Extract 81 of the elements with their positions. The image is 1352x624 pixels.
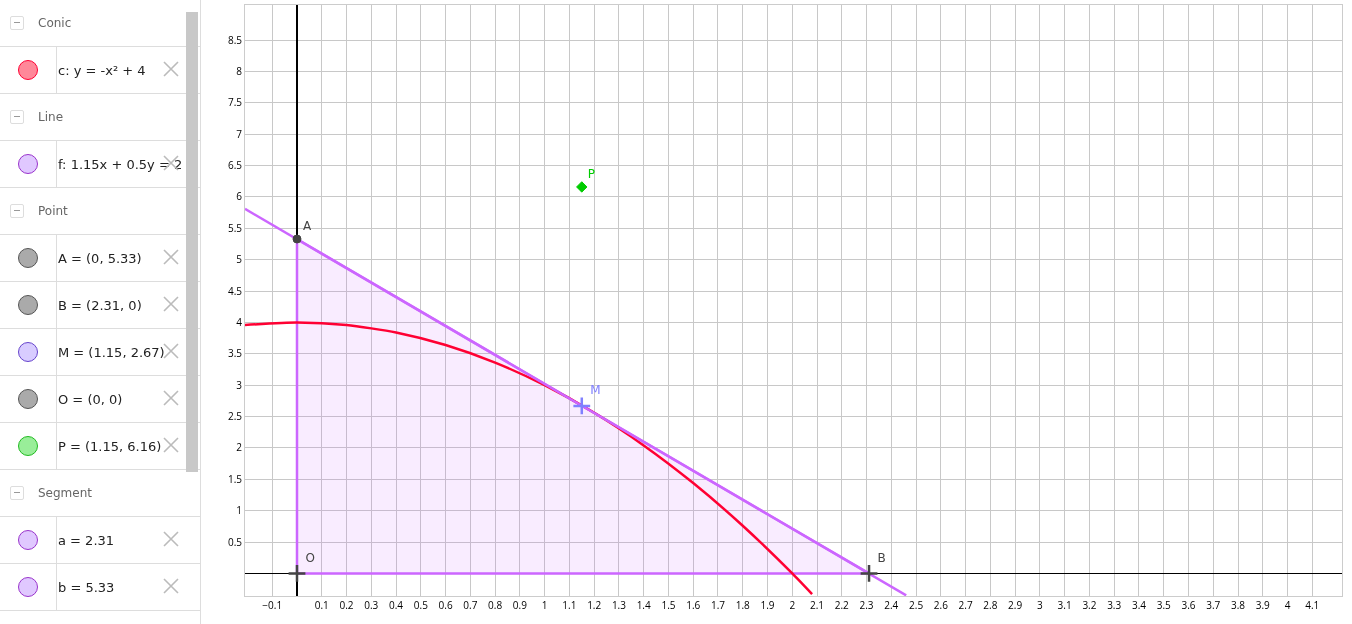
x-tick-label: 3.7 <box>1206 598 1221 612</box>
text: a = 2.31 <box>58 532 115 548</box>
series-label: M <box>590 383 601 398</box>
x-tick-label: 2.5 <box>909 598 924 612</box>
y-tick-label: 1.5 <box>227 471 243 486</box>
text: c: y = -x² + 4 <box>58 62 146 78</box>
x-tick-label: 2.9 <box>1008 598 1023 612</box>
x-tick-label: 0.2 <box>339 598 354 612</box>
x-tick-label: 3.5 <box>1156 598 1172 612</box>
x-tick-label: 3.8 <box>1230 598 1246 612</box>
y-tick-label: 1 <box>236 503 242 518</box>
y-tick-label: 2 <box>236 440 243 455</box>
series-label: A <box>303 219 312 234</box>
series-label: B <box>877 550 886 565</box>
x-tick-label: 2.8 <box>983 598 998 612</box>
y-tick-label: 5 <box>236 252 243 267</box>
point <box>572 396 592 416</box>
x-tick-label: 3.1 <box>1057 598 1072 612</box>
x-tick-label: 2.4 <box>884 598 899 612</box>
x-tick-label: 1.9 <box>760 598 775 612</box>
text: b = 5.33 <box>58 579 115 595</box>
x-tick-label: 4.1 <box>1305 598 1320 612</box>
x-tick-label: 1.1 <box>562 598 577 612</box>
x-tick-label: 0.3 <box>364 598 379 612</box>
x-tick-label: 1.6 <box>686 598 701 612</box>
text: B = (2.31, 0) <box>58 297 142 313</box>
text: P = (1.15, 6.16) <box>58 438 162 454</box>
x-tick-label: 0.6 <box>438 598 453 612</box>
y-tick-label: 8 <box>236 64 243 78</box>
x-tick-label: 2 <box>789 598 796 612</box>
x-tick-label: 1 <box>541 598 548 612</box>
x-tick-label: 2.1 <box>809 598 825 612</box>
x-tick-label: 3.2 <box>1082 598 1097 612</box>
point <box>292 234 302 244</box>
y-tick-label: 3.5 <box>227 346 243 361</box>
x-tick-label: 0.1 <box>314 598 329 612</box>
series-label: O <box>305 550 315 565</box>
x-tick-label: 2.7 <box>958 598 973 612</box>
text: Point <box>38 204 68 218</box>
y-tick-label: 4 <box>236 314 243 329</box>
x-tick-label: 3.6 <box>1181 598 1196 612</box>
y-tick-label: 8.5 <box>227 32 243 47</box>
point <box>287 563 307 584</box>
x-tick-label: 1.5 <box>661 598 676 612</box>
y-tick-label: 7 <box>236 126 243 141</box>
series-label: P <box>587 166 596 181</box>
y-tick-label: 6 <box>236 189 243 204</box>
x-tick-label: 0.9 <box>512 598 528 612</box>
text: M = (1.15, 2.67) <box>58 344 165 360</box>
y-tick-label: 6.5 <box>227 158 243 173</box>
x-tick-label: 1.4 <box>636 598 651 612</box>
x-tick-label: 1.2 <box>587 598 602 612</box>
text: Line <box>38 110 64 124</box>
x-tick-label: 0.7 <box>463 598 478 612</box>
x-tick-label: 0.4 <box>389 598 404 612</box>
text: O = (0, 0) <box>58 391 123 407</box>
x-tick-label: 1.7 <box>710 598 726 612</box>
y-tick-label: 2.5 <box>227 409 243 424</box>
x-tick-label: 3.4 <box>1131 598 1147 612</box>
text: Conic <box>38 16 72 30</box>
x-tick-label: 2.6 <box>933 598 949 612</box>
y-tick-label: 4.5 <box>227 283 243 298</box>
x-tick-label: 3.9 <box>1255 598 1271 612</box>
x-tick-label: 2.3 <box>859 598 874 612</box>
x-tick-label: 0.5 <box>413 598 429 612</box>
x-tick-label: 3.3 <box>1107 598 1122 612</box>
x-tick-label: 2.2 <box>834 598 850 612</box>
y-tick-label: 5.5 <box>227 220 243 235</box>
x-tick-label: 1.3 <box>611 598 627 612</box>
y-tick-label: 0.5 <box>227 534 243 549</box>
text: A = (0, 5.33) <box>58 250 142 266</box>
text: Segment <box>38 486 92 500</box>
x-tick-label: 3 <box>1037 598 1044 612</box>
x-tick-label: 1.8 <box>735 598 751 612</box>
x-tick-label: −0.1 <box>262 598 283 612</box>
point <box>576 181 588 193</box>
point <box>859 563 879 584</box>
x-tick-label: 4 <box>1284 598 1291 612</box>
y-tick-label: 3 <box>236 377 243 392</box>
x-tick-label: 0.8 <box>488 598 503 612</box>
y-tick-label: 7.5 <box>227 95 243 110</box>
